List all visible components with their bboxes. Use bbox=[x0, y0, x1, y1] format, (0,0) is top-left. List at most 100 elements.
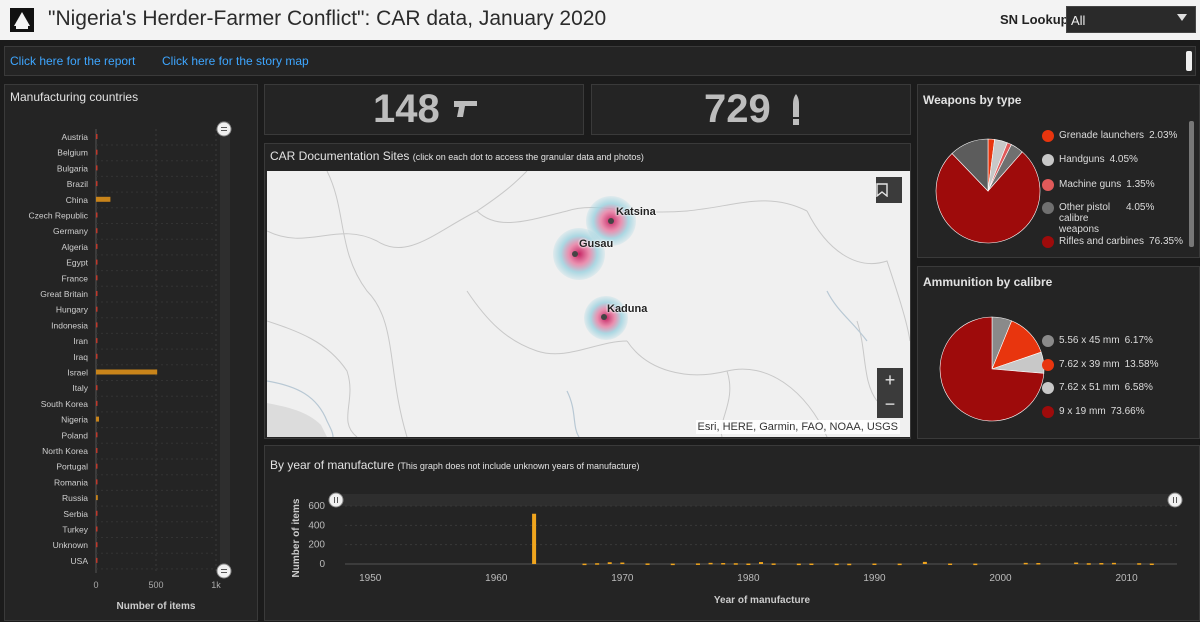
range-handle[interactable] bbox=[216, 563, 232, 579]
story-map-link[interactable]: Click here for the story map bbox=[162, 54, 309, 68]
pie-slice[interactable] bbox=[939, 316, 1045, 422]
legend-item[interactable]: Machine guns 1.35% bbox=[1042, 179, 1155, 191]
bar-2011[interactable] bbox=[1137, 563, 1142, 565]
scroll-track[interactable] bbox=[220, 121, 230, 571]
legend-label: Handguns bbox=[1059, 154, 1105, 165]
bar-1967[interactable] bbox=[582, 563, 587, 566]
scrollbar[interactable] bbox=[1189, 121, 1194, 247]
bar-algeria[interactable] bbox=[96, 243, 98, 249]
bar-2009[interactable] bbox=[1111, 562, 1116, 565]
bar-china[interactable] bbox=[96, 196, 111, 202]
bar-russia[interactable] bbox=[96, 495, 98, 501]
bar-serbia[interactable] bbox=[96, 510, 98, 516]
range-handle[interactable] bbox=[216, 121, 232, 137]
bar-nigeria[interactable] bbox=[96, 416, 99, 422]
legend-percent: 76.35% bbox=[1149, 236, 1183, 247]
bar-unknown[interactable] bbox=[96, 542, 98, 548]
bar-1972[interactable] bbox=[645, 563, 650, 565]
bar-2003[interactable] bbox=[1036, 563, 1041, 565]
bar-bulgaria[interactable] bbox=[96, 165, 98, 171]
bar-2008[interactable] bbox=[1099, 563, 1104, 565]
bar-belgium[interactable] bbox=[96, 149, 98, 155]
range-handle[interactable] bbox=[1167, 492, 1183, 508]
bar-france[interactable] bbox=[96, 275, 98, 281]
scrollbar[interactable] bbox=[1186, 51, 1192, 71]
legend-item[interactable]: Rifles and carbines 76.35% bbox=[1042, 236, 1183, 248]
bar-2006[interactable] bbox=[1074, 562, 1079, 565]
bar-usa[interactable] bbox=[96, 557, 98, 563]
legend-item[interactable]: Handguns 4.05% bbox=[1042, 154, 1138, 166]
zoom-in-button[interactable]: + bbox=[877, 368, 903, 394]
bar-1978[interactable] bbox=[721, 563, 726, 565]
x-tick-label: 0 bbox=[93, 580, 98, 590]
bar-1987[interactable] bbox=[834, 563, 839, 566]
bar-italy[interactable] bbox=[96, 385, 98, 391]
y-tick-label: Great Britain bbox=[40, 289, 88, 299]
bar-hungary[interactable] bbox=[96, 306, 98, 312]
bar-south-korea[interactable] bbox=[96, 400, 98, 406]
bar-1988[interactable] bbox=[847, 563, 852, 566]
bar-2002[interactable] bbox=[1023, 562, 1028, 565]
legend-item[interactable]: 5.56 x 45 mm 6.17% bbox=[1042, 335, 1153, 347]
bar-1981[interactable] bbox=[759, 562, 763, 564]
bar-romania[interactable] bbox=[96, 479, 98, 485]
legend-item[interactable]: 9 x 19 mm 73.66% bbox=[1042, 406, 1145, 418]
y-tick-label: Turkey bbox=[62, 525, 88, 535]
zoom-out-button[interactable]: − bbox=[877, 392, 903, 418]
bar-1963[interactable] bbox=[532, 513, 537, 564]
bar-1970[interactable] bbox=[620, 562, 625, 565]
bar-1984[interactable] bbox=[796, 563, 801, 566]
report-link[interactable]: Click here for the report bbox=[10, 54, 136, 68]
bar-2012[interactable] bbox=[1149, 563, 1154, 566]
y-tick-label: Portugal bbox=[56, 462, 88, 472]
pie-slice[interactable] bbox=[951, 138, 989, 192]
pie-slice[interactable] bbox=[935, 151, 1041, 244]
legend-item[interactable]: Grenade launchers 2.03% bbox=[1042, 130, 1177, 142]
range-track[interactable] bbox=[335, 494, 1180, 506]
bookmark-button[interactable] bbox=[876, 177, 902, 203]
range-handle[interactable] bbox=[328, 492, 344, 508]
legend-label: 7.62 x 39 mm bbox=[1059, 359, 1120, 370]
map-panel: CAR Documentation Sites (click on each d… bbox=[264, 143, 911, 439]
legend-item[interactable]: Other pistol calibre weapons 4.05% bbox=[1042, 202, 1154, 235]
bar-2007[interactable] bbox=[1086, 563, 1091, 565]
bar-egypt[interactable] bbox=[96, 259, 98, 265]
bar-1979[interactable] bbox=[733, 563, 738, 565]
bar-1990[interactable] bbox=[872, 563, 877, 566]
bar-1992[interactable] bbox=[897, 563, 902, 566]
legend-swatch bbox=[1042, 335, 1054, 347]
bar-czech-republic[interactable] bbox=[96, 212, 98, 218]
bar-1976[interactable] bbox=[695, 563, 700, 565]
bar-1977[interactable] bbox=[708, 562, 713, 565]
map-view[interactable]: Katsina Gusau Kaduna + − Esri, HERE, Gar… bbox=[267, 171, 910, 437]
bar-iran[interactable] bbox=[96, 338, 98, 344]
bar-1974[interactable] bbox=[670, 563, 675, 566]
legend-item[interactable]: 7.62 x 51 mm 6.58% bbox=[1042, 382, 1153, 394]
y-tick-label: Iran bbox=[73, 336, 88, 346]
bar-1996[interactable] bbox=[948, 563, 953, 566]
bar-portugal[interactable] bbox=[96, 463, 98, 469]
bar-poland[interactable] bbox=[96, 432, 98, 438]
bar-1998[interactable] bbox=[973, 563, 978, 566]
bar-great-britain[interactable] bbox=[96, 291, 98, 296]
bar-austria[interactable] bbox=[96, 134, 98, 139]
bar-indonesia[interactable] bbox=[96, 322, 98, 328]
bar-1994[interactable] bbox=[922, 561, 927, 564]
bar-germany[interactable] bbox=[96, 228, 98, 234]
bar-1969[interactable] bbox=[607, 562, 612, 564]
bar-iraq[interactable] bbox=[96, 353, 98, 359]
bar-turkey[interactable] bbox=[96, 526, 98, 532]
y-tick-label: Nigeria bbox=[61, 415, 88, 425]
y-tick-label: Czech Republic bbox=[28, 211, 88, 221]
bar-north-korea[interactable] bbox=[96, 448, 98, 453]
bar-1968[interactable] bbox=[595, 563, 600, 565]
bar-israel[interactable] bbox=[96, 369, 158, 375]
bar-1985[interactable] bbox=[809, 563, 814, 566]
bar-1982[interactable] bbox=[771, 563, 776, 565]
bar-brazil[interactable] bbox=[96, 181, 98, 187]
sn-lookup-select[interactable]: All bbox=[1066, 6, 1196, 33]
legend-item[interactable]: 7.62 x 39 mm 13.58% bbox=[1042, 359, 1159, 371]
y-tick-label: South Korea bbox=[41, 399, 89, 409]
bar-1980[interactable] bbox=[746, 563, 751, 566]
legend-percent: 4.05% bbox=[1109, 154, 1138, 165]
